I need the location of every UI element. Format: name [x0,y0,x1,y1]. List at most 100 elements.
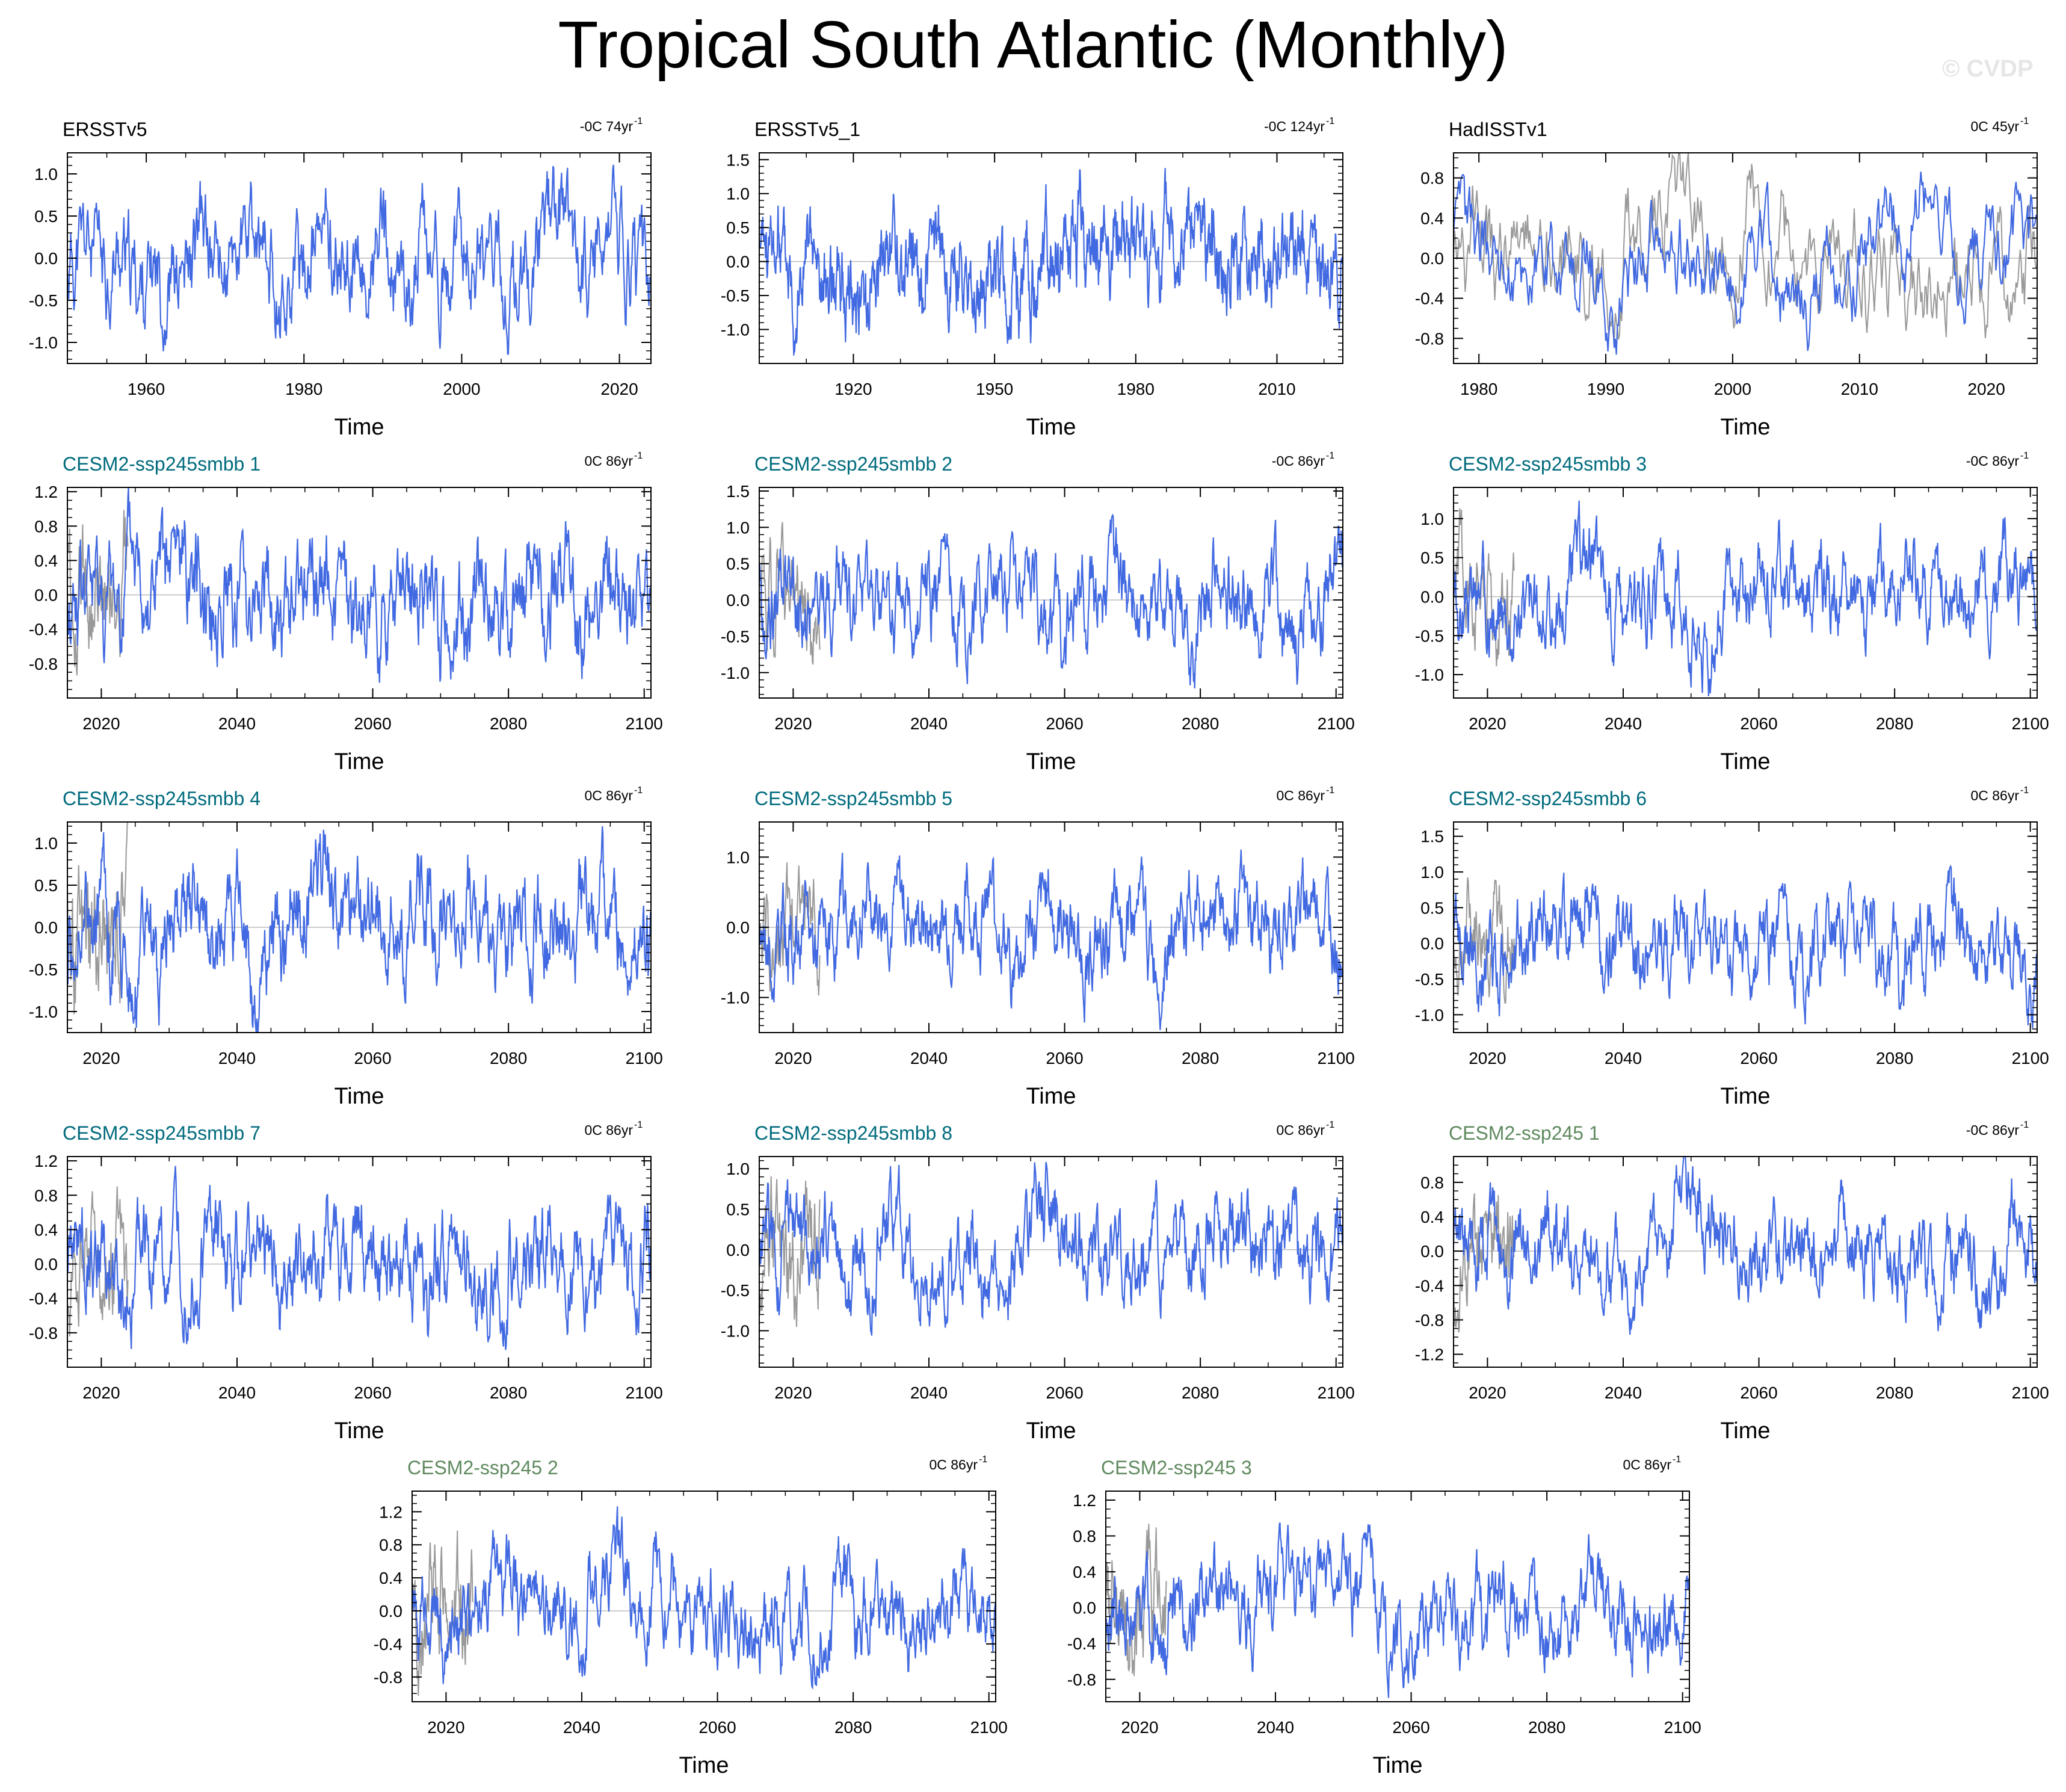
panel-title: CESM2-ssp245smbb 4 [63,788,261,809]
x-axis-title: Time [334,1084,384,1109]
trend-unit-exponent: -1 [634,451,643,461]
y-tick-label: 0.0 [1420,249,1444,268]
y-tick-label: 1.0 [726,518,750,537]
panel-title: HadISSTv1 [1449,119,1547,140]
x-tick-label: 2020 [1469,714,1506,733]
x-tick-label: 2060 [354,1049,391,1067]
x-tick-label: 2000 [1714,380,1751,398]
series-line [1452,1155,2038,1335]
y-tick-label: -0.5 [1415,970,1444,989]
y-tick-label: 0.0 [1420,1242,1444,1261]
trend-label: 0C 86yr [1623,1457,1671,1472]
y-tick-label: 0.0 [34,586,58,605]
x-axis-title: Time [1720,1084,1770,1109]
trend-label: -0C 86yr [1966,453,2020,469]
x-tick-label: 2060 [1740,1383,1777,1402]
plot-frame [1453,821,2038,1033]
x-axis-title: Time [679,1753,729,1778]
y-tick-label: -0.8 [1415,1311,1444,1329]
x-tick-label: 2040 [1257,1718,1294,1737]
panel-10: 1.2 0.8 0.4 0.0 -0.4 -0.8 2020 2040 2060 2080 2100… [29,1120,663,1444]
trend-label: 0C 86yr [584,788,633,803]
trend-label: 0C 45yr [1970,119,2019,134]
x-tick-label: 2040 [218,1383,256,1402]
plot-frame [67,1156,652,1368]
x-tick-label: 1920 [834,380,872,398]
plot-frame [412,1491,996,1702]
y-tick-label: -0.8 [374,1668,402,1687]
plot-frame [1105,1491,1690,1702]
y-tick-label: 0.8 [34,517,58,536]
y-tick-label: -0.5 [29,291,58,310]
x-axis-title: Time [1026,749,1076,774]
x-axis-title: Time [334,1418,384,1444]
y-tick-label: -0.8 [1067,1670,1096,1689]
trend-unit-exponent: -1 [634,116,643,126]
y-tick-label: 0.4 [34,551,58,570]
x-axis-title: Time [334,415,384,440]
plot-frame [67,487,652,699]
x-tick-label: 2100 [1318,1383,1355,1402]
panel-title: CESM2-ssp245 3 [1101,1457,1252,1478]
x-tick-label: 2080 [1182,714,1219,733]
y-tick-label: -0.5 [1415,626,1444,645]
x-tick-label: 2060 [1392,1718,1429,1737]
trend-label: -0C 86yr [1966,1122,2020,1138]
panel-1: 1.0 0.5 0.0 -0.5 -1.0 1960 1980 2000 2020 Time ERS… [29,116,652,440]
y-tick-label: -0.4 [1415,1276,1444,1295]
trend-unit-exponent: -1 [1326,1120,1334,1130]
x-axis-title: Time [1372,1753,1422,1778]
series-line [66,164,651,355]
panel-13: 1.2 0.8 0.4 0.0 -0.4 -0.8 2020 2040 2060 2080 2100… [374,1454,1008,1778]
y-tick-label: 0.4 [379,1569,402,1587]
y-tick-label: 1.0 [1420,863,1444,882]
y-tick-label: 0.0 [726,253,750,271]
x-tick-label: 2100 [2012,1049,2049,1067]
y-tick-label: -0.4 [374,1635,402,1654]
y-tick-label: 0.0 [34,1255,58,1274]
x-tick-label: 2100 [626,1383,663,1402]
x-tick-label: 2100 [1664,1718,1701,1737]
reference-series-line [759,1176,821,1327]
y-tick-label: 0.5 [34,207,58,226]
reference-series-line [67,510,129,676]
y-tick-label: 0.8 [379,1536,402,1554]
panel-title: CESM2-ssp245smbb 7 [63,1122,261,1144]
y-tick-label: 0.0 [34,249,58,268]
x-tick-label: 2020 [600,380,638,398]
x-tick-label: 1950 [976,380,1013,398]
x-tick-label: 2040 [910,1383,948,1402]
y-tick-label: 0.4 [1420,209,1444,227]
x-tick-label: 2080 [1182,1383,1219,1402]
panel-title: CESM2-ssp245smbb 1 [63,453,261,475]
reference-series-line [412,1530,473,1696]
series-line [411,1506,996,1690]
y-tick-label: 0.4 [34,1220,58,1239]
trend-label: -0C 124yr [1264,119,1325,134]
panel-title: CESM2-ssp245smbb 2 [754,453,952,475]
y-tick-label: 1.0 [34,165,58,184]
x-tick-label: 1960 [128,380,165,398]
trend-label: 0C 86yr [584,453,633,469]
panel-2: 1.5 1.0 0.5 0.0 -0.5 -1.0 1920 1950 1980 2010 Time… [721,116,1343,440]
y-tick-label: 0.0 [726,918,750,937]
x-tick-label: 2040 [910,714,948,733]
series-line [66,487,652,683]
reference-series-line [67,821,128,1015]
series-line [758,513,1343,689]
x-tick-label: 2040 [910,1049,948,1067]
y-tick-label: 0.0 [1420,587,1444,606]
y-tick-label: -0.5 [721,627,750,646]
x-axis-title: Time [1026,415,1076,440]
panel-8: 1.0 0.0 -1.0 2020 2040 2060 2080 2100 Time CESM2-… [721,785,1355,1109]
series-line [66,826,652,1033]
x-tick-label: 2020 [82,714,120,733]
y-tick-label: 0.5 [726,218,750,237]
series-line [1105,1522,1690,1698]
x-tick-label: 2020 [774,714,812,733]
x-tick-label: 2060 [354,1383,391,1402]
x-tick-label: 2100 [626,714,663,733]
y-tick-label: 0.0 [379,1602,402,1621]
reference-series-line [759,862,821,996]
